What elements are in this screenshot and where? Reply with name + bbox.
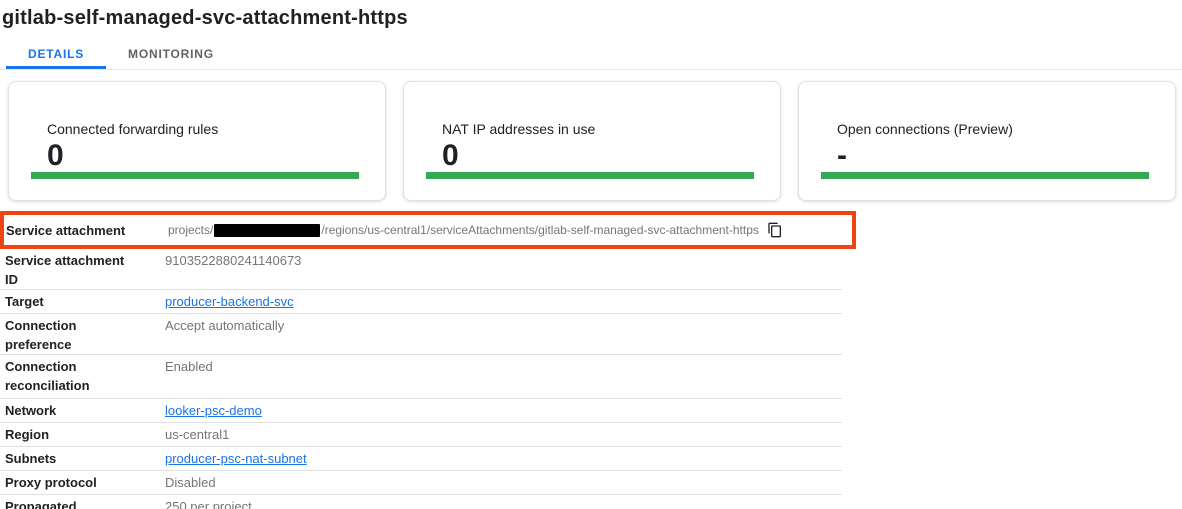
row-network: Network looker-psc-demo [0,399,842,423]
card-nat-ip-addresses: NAT IP addresses in use 0 [403,81,781,201]
card-label: Connected forwarding rules [47,121,219,137]
card-value: 0 [47,139,64,172]
tab-details[interactable]: DETAILS [6,41,107,69]
card-connected-forwarding-rules: Connected forwarding rules 0 [8,81,386,201]
row-service-attachment-highlighted: Service attachment projects/ /regions/us… [0,211,856,249]
redacted-project-id [214,223,321,237]
row-label: Connection preference [5,318,77,352]
tab-monitoring[interactable]: MONITORING [128,47,214,61]
row-label: Service attachment ID [5,253,125,287]
tab-bar: DETAILS MONITORING [0,41,1182,70]
row-label: Subnets [5,451,57,466]
details-table: Service attachment projects/ /regions/us… [0,211,1182,509]
service-attachment-path: projects/ /regions/us-central1/serviceAt… [168,221,784,239]
row-value: us-central1 [165,427,230,442]
card-label: NAT IP addresses in use [442,121,596,137]
green-indicator-bar [31,172,359,179]
card-value: 0 [442,139,459,172]
target-link[interactable]: producer-backend-svc [165,294,294,309]
row-label: Connection reconciliation [5,359,90,393]
row-value: 250 per project [165,499,252,509]
path-prefix: projects/ [168,223,214,237]
card-open-connections: Open connections (Preview) - [798,81,1176,201]
row-label: Service attachment [6,222,126,238]
row-label: Proxy protocol [5,475,97,490]
row-value: 9103522880241140673 [165,253,302,268]
network-link[interactable]: looker-psc-demo [165,403,262,418]
row-value: Disabled [165,475,216,490]
row-subnets: Subnets producer-psc-nat-subnet [0,447,842,471]
row-connection-reconciliation: Connection reconciliation Enabled [0,355,842,399]
row-value: Enabled [165,359,213,374]
path-suffix: /regions/us-central1/serviceAttachments/… [321,223,759,237]
row-service-attachment-id: Service attachment ID 910352288024114067… [0,249,842,290]
subnets-link[interactable]: producer-psc-nat-subnet [165,451,307,466]
row-label: Network [5,403,57,418]
row-target: Target producer-backend-svc [0,290,842,314]
green-indicator-bar [821,172,1149,179]
row-region: Region us-central1 [0,423,842,447]
row-value: Accept automatically [165,318,285,333]
row-label: Region [5,427,50,442]
green-indicator-bar [426,172,754,179]
row-propagated-connections-limit: Propagated connections limit 250 per pro… [0,495,842,509]
card-label: Open connections (Preview) [837,121,1013,137]
card-value: - [837,139,847,172]
row-connection-preference: Connection preference Accept automatical… [0,314,842,355]
metric-cards: Connected forwarding rules 0 NAT IP addr… [0,70,1182,201]
page-title: gitlab-self-managed-svc-attachment-https [2,7,408,29]
row-label: Propagated connections limit [5,499,77,509]
row-proxy-protocol: Proxy protocol Disabled [0,471,842,495]
row-label: Target [5,294,44,309]
copy-button[interactable] [766,221,784,239]
content-copy-icon [767,222,783,238]
